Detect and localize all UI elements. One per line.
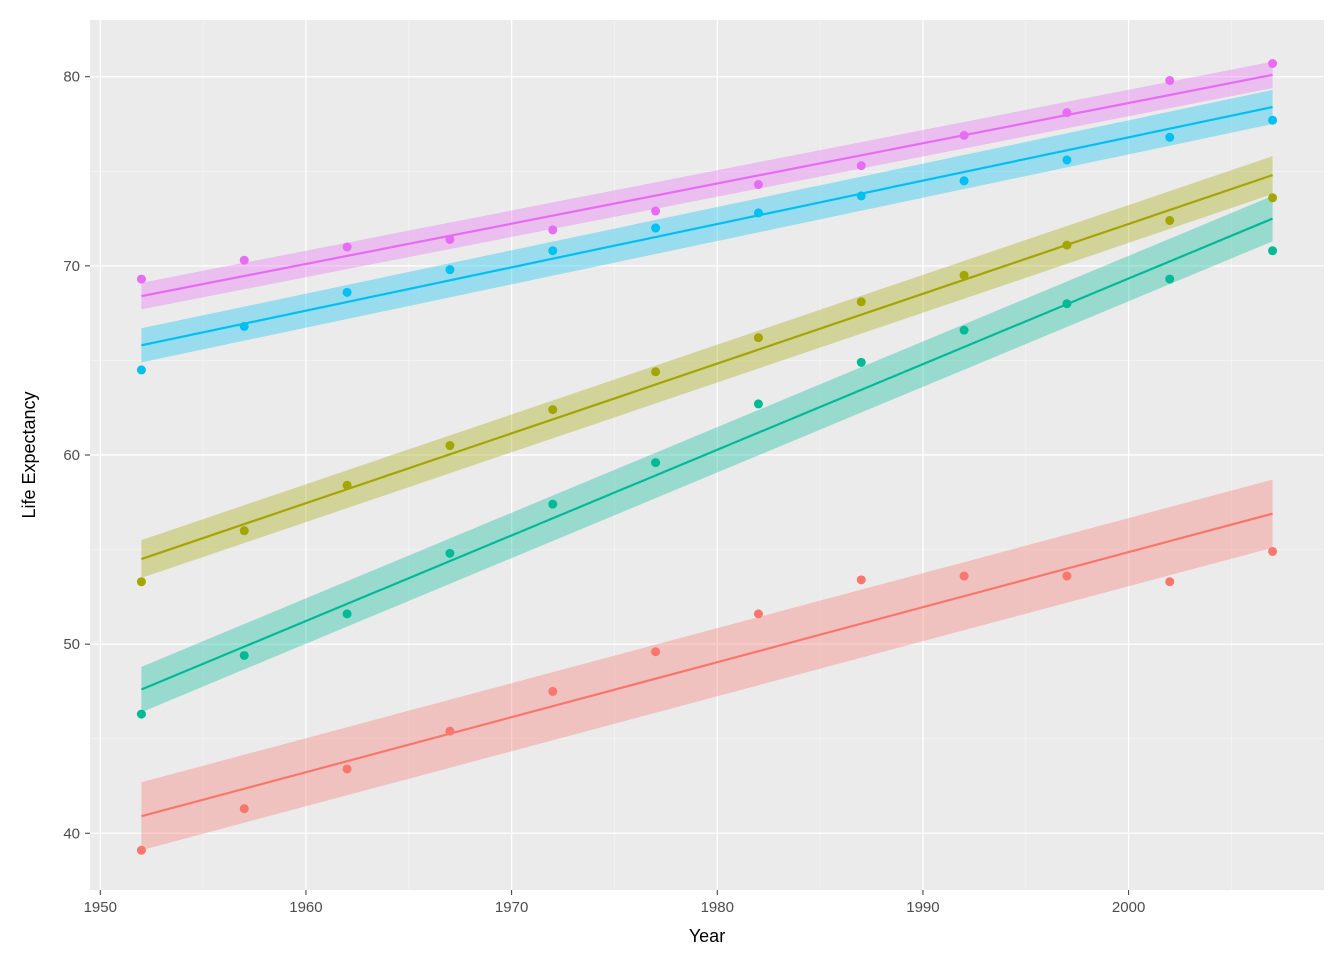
- data-point: [240, 256, 249, 265]
- data-point: [445, 441, 454, 450]
- data-point: [548, 225, 557, 234]
- y-tick-label: 70: [63, 258, 80, 275]
- x-tick-label: 2000: [1112, 899, 1145, 916]
- y-tick-label: 40: [63, 825, 80, 842]
- data-point: [1165, 76, 1174, 85]
- data-point: [857, 191, 866, 200]
- data-point: [960, 326, 969, 335]
- x-tick-label: 1960: [289, 899, 322, 916]
- data-point: [548, 687, 557, 696]
- y-axis-label: Life Expectancy: [19, 391, 39, 518]
- data-point: [1268, 246, 1277, 255]
- data-point: [548, 405, 557, 414]
- data-point: [651, 647, 660, 656]
- data-point: [754, 609, 763, 618]
- x-tick-label: 1990: [906, 899, 939, 916]
- data-point: [1062, 241, 1071, 250]
- x-axis-label: Year: [689, 926, 725, 946]
- data-point: [1165, 216, 1174, 225]
- data-point: [1062, 155, 1071, 164]
- data-point: [1062, 572, 1071, 581]
- data-point: [240, 804, 249, 813]
- data-point: [754, 180, 763, 189]
- data-point: [1165, 577, 1174, 586]
- data-point: [240, 651, 249, 660]
- y-tick-label: 80: [63, 69, 80, 86]
- data-point: [1165, 275, 1174, 284]
- data-point: [960, 572, 969, 581]
- y-tick-label: 50: [63, 636, 80, 653]
- x-tick-label: 1980: [701, 899, 734, 916]
- data-point: [651, 224, 660, 233]
- data-point: [1268, 59, 1277, 68]
- data-point: [137, 710, 146, 719]
- life-expectancy-chart: 1950 1960 1970 1980 1990 2000 40 50 60 70 80 Year Li…: [0, 0, 1344, 960]
- data-point: [857, 575, 866, 584]
- data-point: [137, 365, 146, 374]
- data-point: [754, 399, 763, 408]
- data-point: [137, 275, 146, 284]
- data-point: [240, 322, 249, 331]
- data-point: [445, 727, 454, 736]
- data-point: [445, 265, 454, 274]
- data-point: [548, 500, 557, 509]
- data-point: [754, 208, 763, 217]
- data-point: [1062, 299, 1071, 308]
- y-tick-label: 60: [63, 447, 80, 464]
- data-point: [343, 609, 352, 618]
- data-point: [651, 207, 660, 216]
- data-point: [343, 288, 352, 297]
- chart-container: 1950 1960 1970 1980 1990 2000 40 50 60 70 80 Year Li…: [0, 0, 1344, 960]
- data-point: [857, 161, 866, 170]
- data-point: [445, 549, 454, 558]
- data-point: [137, 577, 146, 586]
- data-point: [651, 458, 660, 467]
- data-point: [1268, 547, 1277, 556]
- data-point: [651, 367, 660, 376]
- data-point: [960, 271, 969, 280]
- data-point: [960, 131, 969, 140]
- data-point: [548, 246, 557, 255]
- data-point: [1268, 116, 1277, 125]
- data-point: [1165, 133, 1174, 142]
- x-tick-label: 1950: [84, 899, 117, 916]
- x-tick-label: 1970: [495, 899, 528, 916]
- data-point: [960, 176, 969, 185]
- data-point: [137, 846, 146, 855]
- data-point: [343, 481, 352, 490]
- data-point: [857, 297, 866, 306]
- data-point: [240, 526, 249, 535]
- data-point: [1268, 193, 1277, 202]
- data-point: [445, 235, 454, 244]
- data-point: [754, 333, 763, 342]
- data-point: [857, 358, 866, 367]
- data-point: [343, 764, 352, 773]
- data-point: [1062, 108, 1071, 117]
- data-point: [343, 242, 352, 251]
